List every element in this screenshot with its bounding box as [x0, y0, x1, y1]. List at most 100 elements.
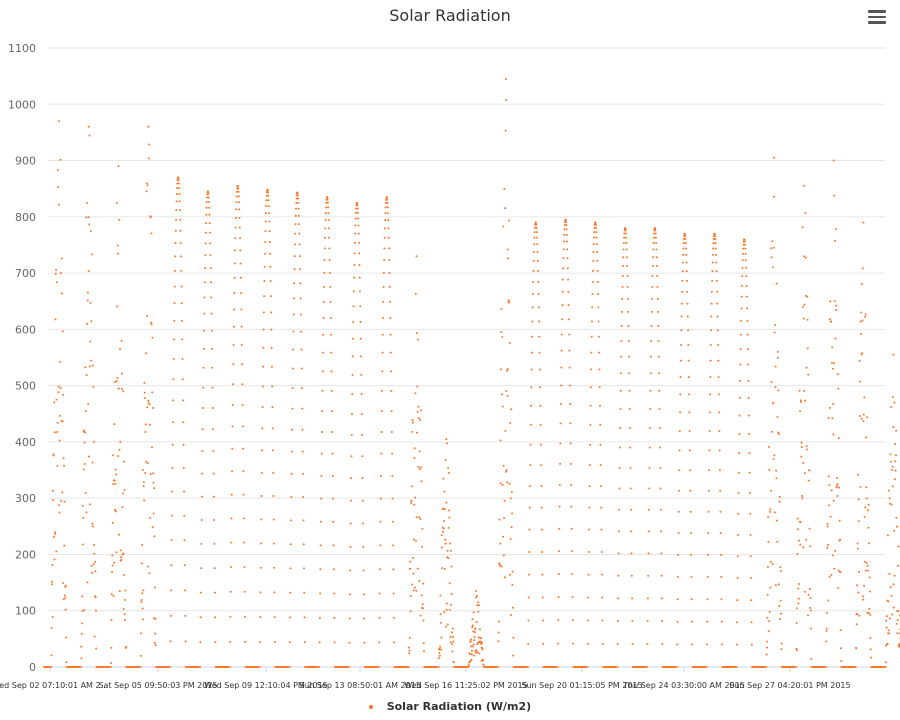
data-point — [415, 516, 418, 519]
data-point — [326, 198, 329, 201]
data-point — [111, 571, 114, 574]
data-point — [351, 393, 354, 396]
data-point — [690, 598, 693, 601]
data-point — [681, 290, 684, 293]
data-point — [684, 242, 687, 245]
data-point — [689, 489, 692, 492]
data-point — [829, 300, 832, 303]
data-point — [864, 313, 867, 316]
data-point — [51, 563, 54, 566]
data-point — [862, 413, 865, 416]
data-point — [271, 406, 274, 409]
data-point — [596, 259, 599, 262]
data-point — [801, 226, 804, 229]
data-point — [826, 525, 829, 528]
data-point — [838, 519, 841, 522]
data-point — [533, 236, 536, 239]
data-point — [392, 592, 395, 595]
data-point — [242, 493, 245, 496]
data-point — [441, 567, 444, 570]
data-point — [480, 659, 483, 662]
data-point — [740, 320, 743, 323]
data-point — [93, 552, 96, 555]
data-point — [804, 212, 807, 215]
data-point — [682, 238, 685, 241]
data-point — [587, 596, 590, 599]
data-point — [867, 526, 870, 529]
data-point — [144, 352, 147, 355]
data-point — [120, 558, 123, 561]
data-point — [530, 404, 533, 407]
data-point — [383, 236, 386, 239]
data-point — [213, 567, 216, 570]
data-point — [203, 329, 206, 332]
data-point — [412, 538, 415, 541]
data-point — [475, 649, 478, 652]
x-tick-label: Sat Sep 05 09:50:03 PM 2015 — [98, 681, 217, 690]
data-point — [202, 386, 205, 389]
data-point — [378, 616, 381, 619]
data-point — [537, 281, 540, 284]
data-point — [259, 641, 262, 644]
data-point — [380, 474, 383, 477]
data-point — [55, 398, 58, 401]
data-point — [659, 466, 662, 469]
data-point — [148, 423, 151, 426]
data-point — [385, 196, 388, 199]
data-point — [679, 359, 682, 362]
data-point — [378, 592, 381, 595]
data-point — [868, 607, 871, 610]
data-point — [590, 368, 593, 371]
data-point — [562, 267, 565, 270]
data-point — [351, 355, 354, 358]
data-point — [859, 332, 862, 335]
data-point — [148, 403, 151, 406]
data-point — [200, 542, 203, 545]
data-point — [329, 300, 332, 303]
data-point — [597, 293, 600, 296]
data-point — [291, 407, 294, 410]
data-point — [409, 610, 412, 613]
data-point — [892, 426, 895, 429]
data-point — [531, 320, 534, 323]
data-point — [120, 340, 123, 343]
x-tick-label: Wed Sep 09 12:10:04 PM 2015 — [204, 681, 327, 690]
data-point — [235, 201, 238, 204]
data-point — [359, 337, 362, 340]
data-point — [481, 641, 484, 644]
data-point — [115, 473, 118, 476]
data-point — [50, 654, 53, 657]
legend-label: Solar Radiation (W/m2) — [386, 700, 532, 713]
data-point — [174, 269, 177, 272]
data-point — [680, 302, 683, 305]
data-point — [141, 468, 144, 471]
data-point — [598, 404, 601, 407]
hamburger-menu-icon[interactable] — [868, 10, 886, 26]
data-point — [182, 421, 185, 424]
data-point — [869, 656, 872, 659]
data-point — [92, 440, 95, 443]
data-point — [542, 666, 545, 668]
data-point — [768, 620, 771, 623]
data-point — [886, 534, 889, 537]
data-point — [230, 517, 233, 520]
data-point — [296, 191, 299, 194]
data-point — [117, 455, 120, 458]
data-point — [856, 542, 859, 545]
data-point — [591, 293, 594, 296]
data-point — [389, 300, 392, 303]
data-point — [391, 474, 394, 477]
data-point — [117, 165, 120, 168]
data-point — [233, 276, 236, 279]
data-point — [211, 386, 214, 389]
data-point — [412, 589, 415, 592]
legend-item[interactable]: Solar Radiation (W/m2) — [0, 700, 900, 713]
data-point — [358, 276, 361, 279]
data-point — [716, 329, 719, 332]
data-point — [735, 666, 738, 668]
data-point — [686, 290, 689, 293]
data-point — [357, 217, 360, 220]
data-point — [150, 232, 153, 235]
data-point — [739, 379, 742, 382]
data-point — [173, 302, 176, 305]
